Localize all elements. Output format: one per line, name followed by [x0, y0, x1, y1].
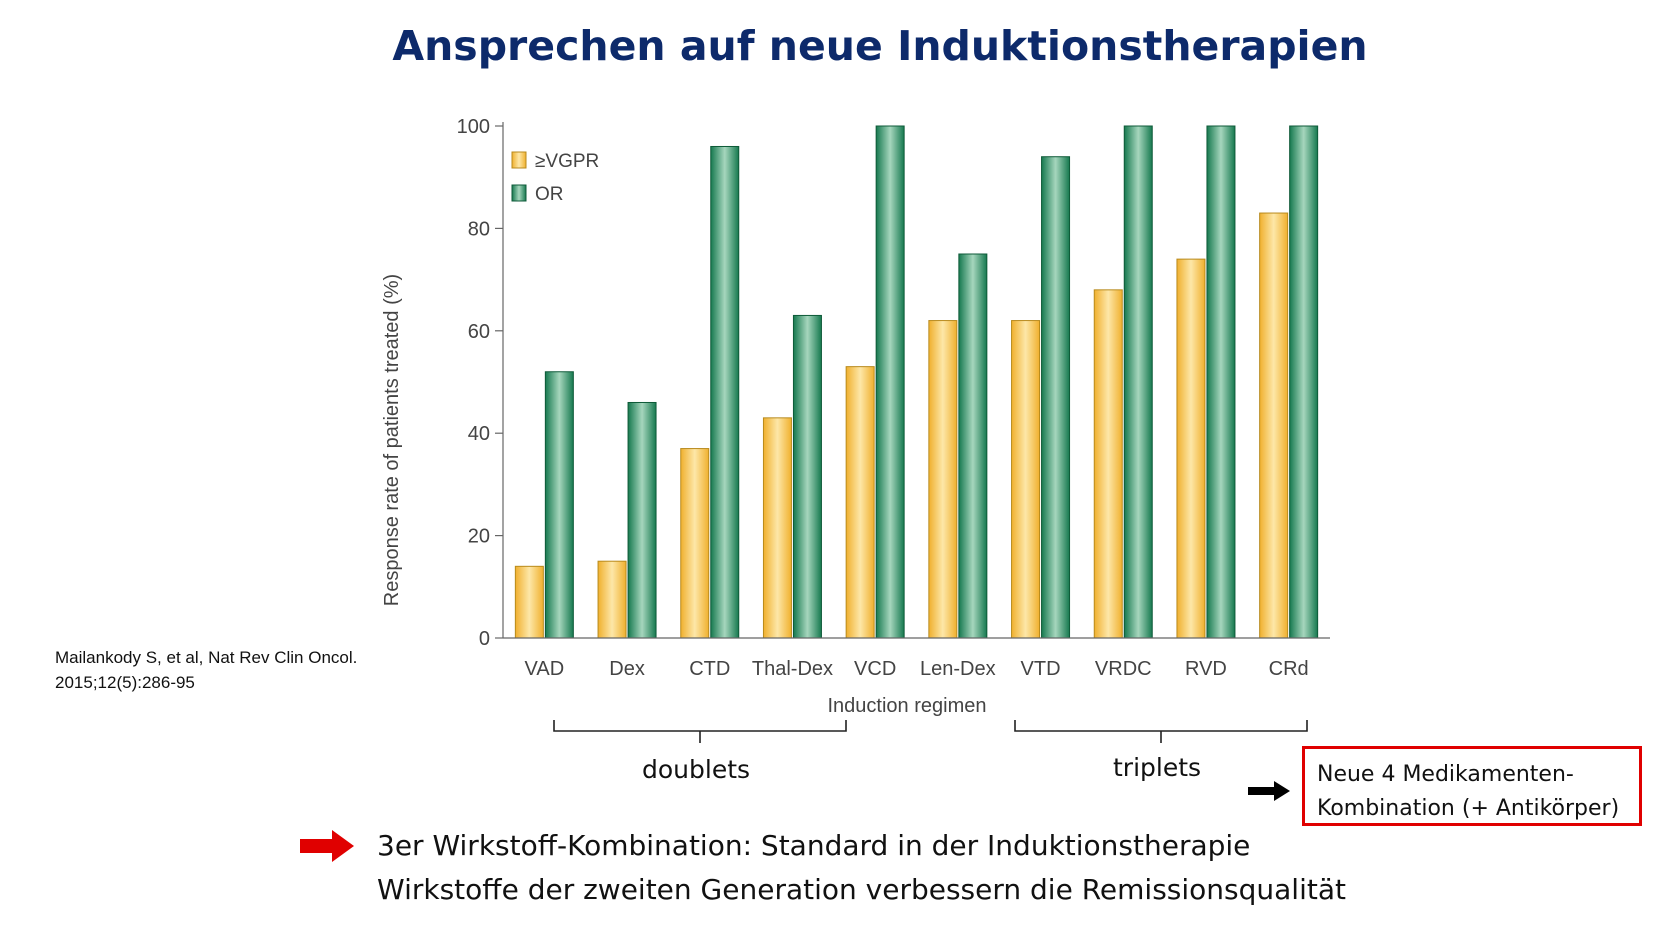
- note-line: Neue 4 Medikamenten-: [1317, 762, 1574, 787]
- bar-or-vcd: [875, 125, 905, 639]
- x-tick-label: VAD: [525, 658, 565, 680]
- legend-swatch: [511, 151, 527, 169]
- x-tick-label: VRDC: [1095, 658, 1152, 680]
- x-tick-label: VCD: [854, 658, 896, 680]
- citation: Mailankody S, et al, Nat Rev Clin Oncol.…: [55, 645, 357, 695]
- bar-or-vrdc: [1123, 125, 1153, 639]
- bar-or-len-dex: [958, 253, 988, 639]
- conclusion-line-2: Wirkstoffe der zweiten Generation verbes…: [377, 873, 1346, 906]
- doublets-bracket: [553, 720, 847, 743]
- bar-vgpr-vtd: [1011, 320, 1041, 639]
- doublets-label: doublets: [642, 755, 751, 784]
- citation-line: 2015;12(5):286-95: [55, 673, 195, 692]
- citation-line: Mailankody S, et al, Nat Rev Clin Oncol.: [55, 648, 358, 667]
- bar-or-ctd: [710, 145, 740, 639]
- x-tick-label: CRd: [1269, 658, 1309, 680]
- bar-vgpr-rvd: [1176, 258, 1206, 639]
- y-tick-label: 60: [468, 321, 490, 343]
- y-tick-label: 0: [479, 628, 490, 650]
- legend-label: OR: [535, 184, 564, 205]
- bar-vgpr-dex: [597, 560, 627, 639]
- bar-vgpr-vad: [514, 565, 544, 639]
- y-tick-label: 40: [468, 423, 490, 445]
- bar-or-dex: [627, 401, 657, 639]
- right-arrow-icon: [1248, 781, 1290, 801]
- y-tick-label: 80: [468, 218, 490, 240]
- x-tick-label: VTD: [1021, 658, 1061, 680]
- note-box: Neue 4 Medikamenten- Kombination (+ Anti…: [1302, 746, 1642, 826]
- note-line: Kombination (+ Antikörper): [1317, 796, 1620, 821]
- x-tick-label: RVD: [1185, 658, 1227, 680]
- right-arrow-icon: [300, 830, 354, 862]
- bar-vgpr-vcd: [845, 366, 875, 639]
- legend-label: ≥VGPR: [535, 151, 599, 172]
- bar-or-rvd: [1206, 125, 1236, 639]
- bar-chart: VAD Dex CTD Thal-Dex VCD Len-Dex VTD VRDC RVD CRd…: [381, 116, 1330, 743]
- bar-vgpr-ctd: [680, 448, 710, 639]
- bar-or-thal-dex: [792, 314, 822, 639]
- x-tick-label: Len-Dex: [920, 658, 996, 680]
- legend-swatch: [511, 184, 527, 202]
- y-tick-label: 100: [457, 116, 490, 138]
- y-tick-label: 20: [468, 526, 490, 548]
- bar-or-vad: [544, 371, 574, 639]
- x-tick-label: Dex: [609, 658, 645, 680]
- bar-or-vtd: [1041, 156, 1071, 639]
- bar-vgpr-crd: [1259, 212, 1289, 639]
- x-tick-label: Thal-Dex: [752, 658, 833, 680]
- triplets-bracket: [1014, 720, 1308, 743]
- y-axis-label: Response rate of patients treated (%): [381, 274, 403, 606]
- conclusion-line-1: 3er Wirkstoff-Kombination: Standard in d…: [377, 829, 1251, 862]
- x-tick-label: CTD: [689, 658, 730, 680]
- bar-or-crd: [1289, 125, 1319, 639]
- bar-vgpr-thal-dex: [762, 417, 792, 639]
- triplets-label: triplets: [1113, 753, 1202, 782]
- bar-vgpr-len-dex: [928, 320, 958, 639]
- bar-vgpr-vrdc: [1093, 289, 1123, 639]
- x-axis-label: Induction regimen: [828, 695, 987, 717]
- slide-title: Ansprechen auf neue Induktionstherapien: [392, 22, 1368, 70]
